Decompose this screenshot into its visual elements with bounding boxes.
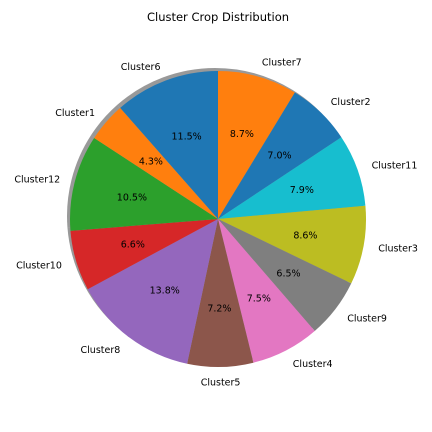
- slice-label-cluster7: Cluster7: [262, 58, 302, 69]
- pct-label-cluster3: 8.6%: [293, 230, 317, 241]
- pct-label-cluster4: 7.5%: [247, 293, 271, 304]
- pct-label-cluster2: 7.0%: [267, 151, 291, 162]
- pct-label-cluster8: 13.8%: [150, 286, 180, 297]
- pct-label-cluster12: 10.5%: [117, 193, 147, 204]
- pct-label-cluster5: 7.2%: [207, 303, 231, 314]
- slice-label-cluster10: Cluster10: [16, 261, 62, 272]
- pct-label-cluster6: 11.5%: [172, 131, 202, 142]
- slice-label-cluster4: Cluster4: [293, 359, 333, 370]
- pct-label-cluster1: 4.3%: [139, 156, 163, 167]
- slice-label-cluster3: Cluster3: [378, 244, 418, 255]
- pct-label-cluster9: 6.5%: [276, 269, 300, 280]
- slice-label-cluster8: Cluster8: [81, 345, 121, 356]
- pct-label-cluster7: 8.7%: [230, 129, 254, 140]
- slice-label-cluster2: Cluster2: [331, 97, 371, 108]
- pct-label-cluster10: 6.6%: [121, 240, 145, 251]
- slice-label-cluster9: Cluster9: [347, 314, 387, 325]
- slice-label-cluster11: Cluster11: [372, 161, 418, 172]
- chart-title: Cluster Crop Distribution: [147, 10, 289, 24]
- pct-label-cluster11: 7.9%: [290, 185, 314, 196]
- pie-slices: [70, 71, 366, 367]
- slice-label-cluster6: Cluster6: [121, 62, 161, 73]
- slice-label-cluster5: Cluster5: [201, 377, 241, 388]
- slice-label-cluster12: Cluster12: [14, 174, 60, 185]
- slice-label-cluster1: Cluster1: [55, 108, 95, 119]
